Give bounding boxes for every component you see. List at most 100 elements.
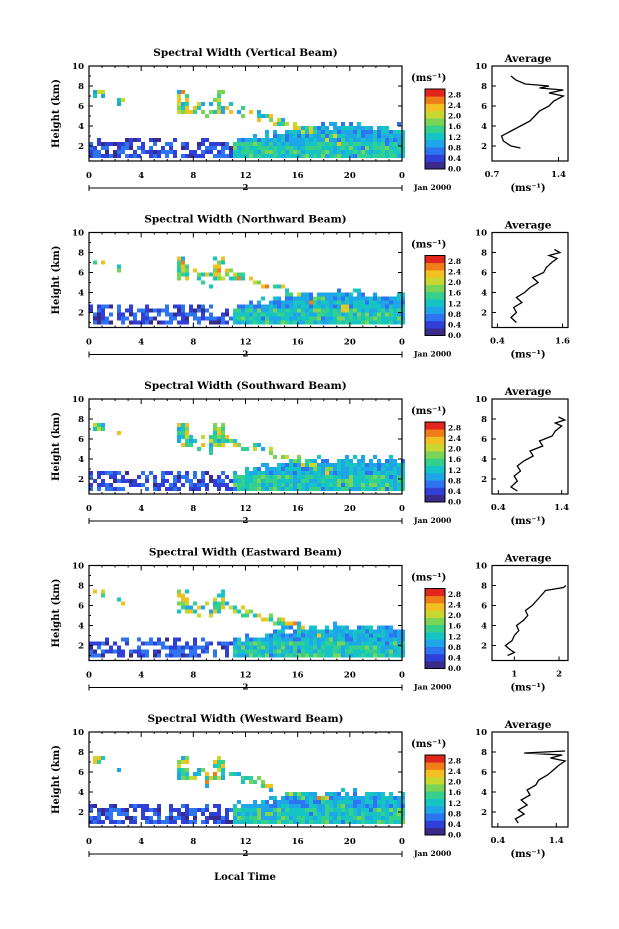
heatmap-cell [305, 467, 309, 471]
heatmap-cell [273, 475, 277, 479]
heatmap-cell [253, 138, 257, 142]
heatmap-cell [377, 641, 381, 646]
heatmap-cell [361, 292, 365, 297]
colorbar-tick-label: 1.2 [448, 799, 461, 808]
heatmap-cell [389, 641, 393, 646]
heatmap-cell [229, 808, 233, 812]
heatmap-cell [345, 804, 349, 808]
colorbar-segment [425, 805, 445, 814]
colorbar-tick-label: 0.0 [448, 331, 461, 340]
heatmap-cell [349, 649, 353, 654]
heatmap-cell [389, 154, 393, 158]
heatmap-cell [297, 629, 301, 634]
heatmap-cell [321, 142, 325, 146]
heatmap-cell [125, 808, 129, 812]
heatmap-cell [181, 423, 185, 427]
heatmap-cell [97, 641, 101, 646]
x-tick-label: 12 [240, 837, 252, 847]
heatmap-cell [117, 649, 121, 654]
avg-x-tick-label: 1.4 [549, 836, 564, 846]
heatmap-cell [353, 154, 357, 158]
heatmap-cell [325, 312, 329, 317]
heatmap-cell [293, 471, 297, 475]
heatmap-cell [285, 146, 289, 150]
heatmap-cell [137, 637, 141, 642]
heatmap-cell [193, 820, 197, 824]
heatmap-cell [321, 146, 325, 150]
colorbar-segment [425, 306, 445, 314]
heatmap-cell [349, 292, 353, 297]
heatmap-cell [357, 308, 361, 313]
heatmap-cell [249, 475, 253, 479]
colorbar-segment [425, 610, 445, 618]
heatmap-cell [93, 653, 97, 658]
heatmap-cell [93, 589, 97, 594]
heatmap-cell [297, 471, 301, 475]
heatmap-cell [365, 641, 369, 646]
heatmap-cell [277, 296, 281, 301]
heatmap-cell [397, 633, 401, 638]
heatmap-cell [221, 597, 225, 602]
heatmap-cell [337, 816, 341, 820]
heatmap-cell [181, 106, 185, 110]
heatmap-cell [353, 812, 357, 816]
heatmap-cell [345, 475, 349, 479]
heatmap-cell [177, 768, 181, 772]
colorbar-segment [425, 422, 445, 430]
heatmap-cell [309, 637, 313, 642]
heatmap-cell [293, 633, 297, 638]
heatmap-cells [89, 756, 405, 824]
heatmap-cell [277, 150, 281, 154]
heatmap-cell [269, 641, 273, 646]
heatmap-cell [197, 308, 201, 313]
heatmap-cell [357, 142, 361, 146]
heatmap-cell [265, 475, 269, 479]
heatmap-cell [381, 146, 385, 150]
heatmap-cell [289, 142, 293, 146]
heatmap-cell [169, 320, 173, 325]
heatmap-cell [357, 796, 361, 800]
heatmap-cell [389, 150, 393, 154]
heatmap-cell [321, 471, 325, 475]
heatmap-cell [177, 609, 181, 614]
heatmap-cell [201, 110, 205, 114]
heatmap-cell [229, 479, 233, 483]
heatmap-cell [109, 820, 113, 824]
heatmap-cell [245, 653, 249, 658]
heatmap-cell [189, 487, 193, 491]
heatmap-cell [325, 479, 329, 483]
heatmap-cell [313, 483, 317, 487]
heatmap-cell [377, 312, 381, 317]
heatmap-cell [137, 804, 141, 808]
heatmap-cell [361, 296, 365, 301]
heatmap-cell [101, 593, 105, 598]
colorbar-segment [425, 653, 445, 662]
heatmap-cell [213, 601, 217, 606]
panel-title: Spectral Width (Eastward Beam) [149, 547, 342, 559]
heatmap-cell [193, 316, 197, 321]
heatmap-cell [281, 804, 285, 808]
heatmap-cell [365, 312, 369, 317]
colorbar-segment [425, 110, 445, 119]
heatmap-cell [297, 154, 301, 158]
heatmap-cell [321, 316, 325, 321]
heatmap-cell [221, 443, 225, 447]
heatmap-cell [365, 637, 369, 642]
heatmap-cell [221, 605, 225, 610]
heatmap-cell [101, 90, 105, 94]
heatmap-cell [97, 820, 101, 824]
heatmap-cell [285, 292, 289, 297]
heatmap-cell [289, 483, 293, 487]
heatmap-cell [201, 649, 205, 654]
heatmap-cell [177, 593, 181, 598]
heatmap-cell [233, 649, 237, 654]
y-tick-label: 4 [78, 622, 84, 632]
heatmap-cell [185, 812, 189, 816]
heatmap-cell [269, 471, 273, 475]
heatmap-cell [241, 804, 245, 808]
heatmap-cell [169, 649, 173, 654]
heatmap-cell [197, 483, 201, 487]
colorbar-segment [425, 487, 445, 496]
average-frame [491, 398, 569, 495]
colorbar-segment [425, 139, 445, 148]
